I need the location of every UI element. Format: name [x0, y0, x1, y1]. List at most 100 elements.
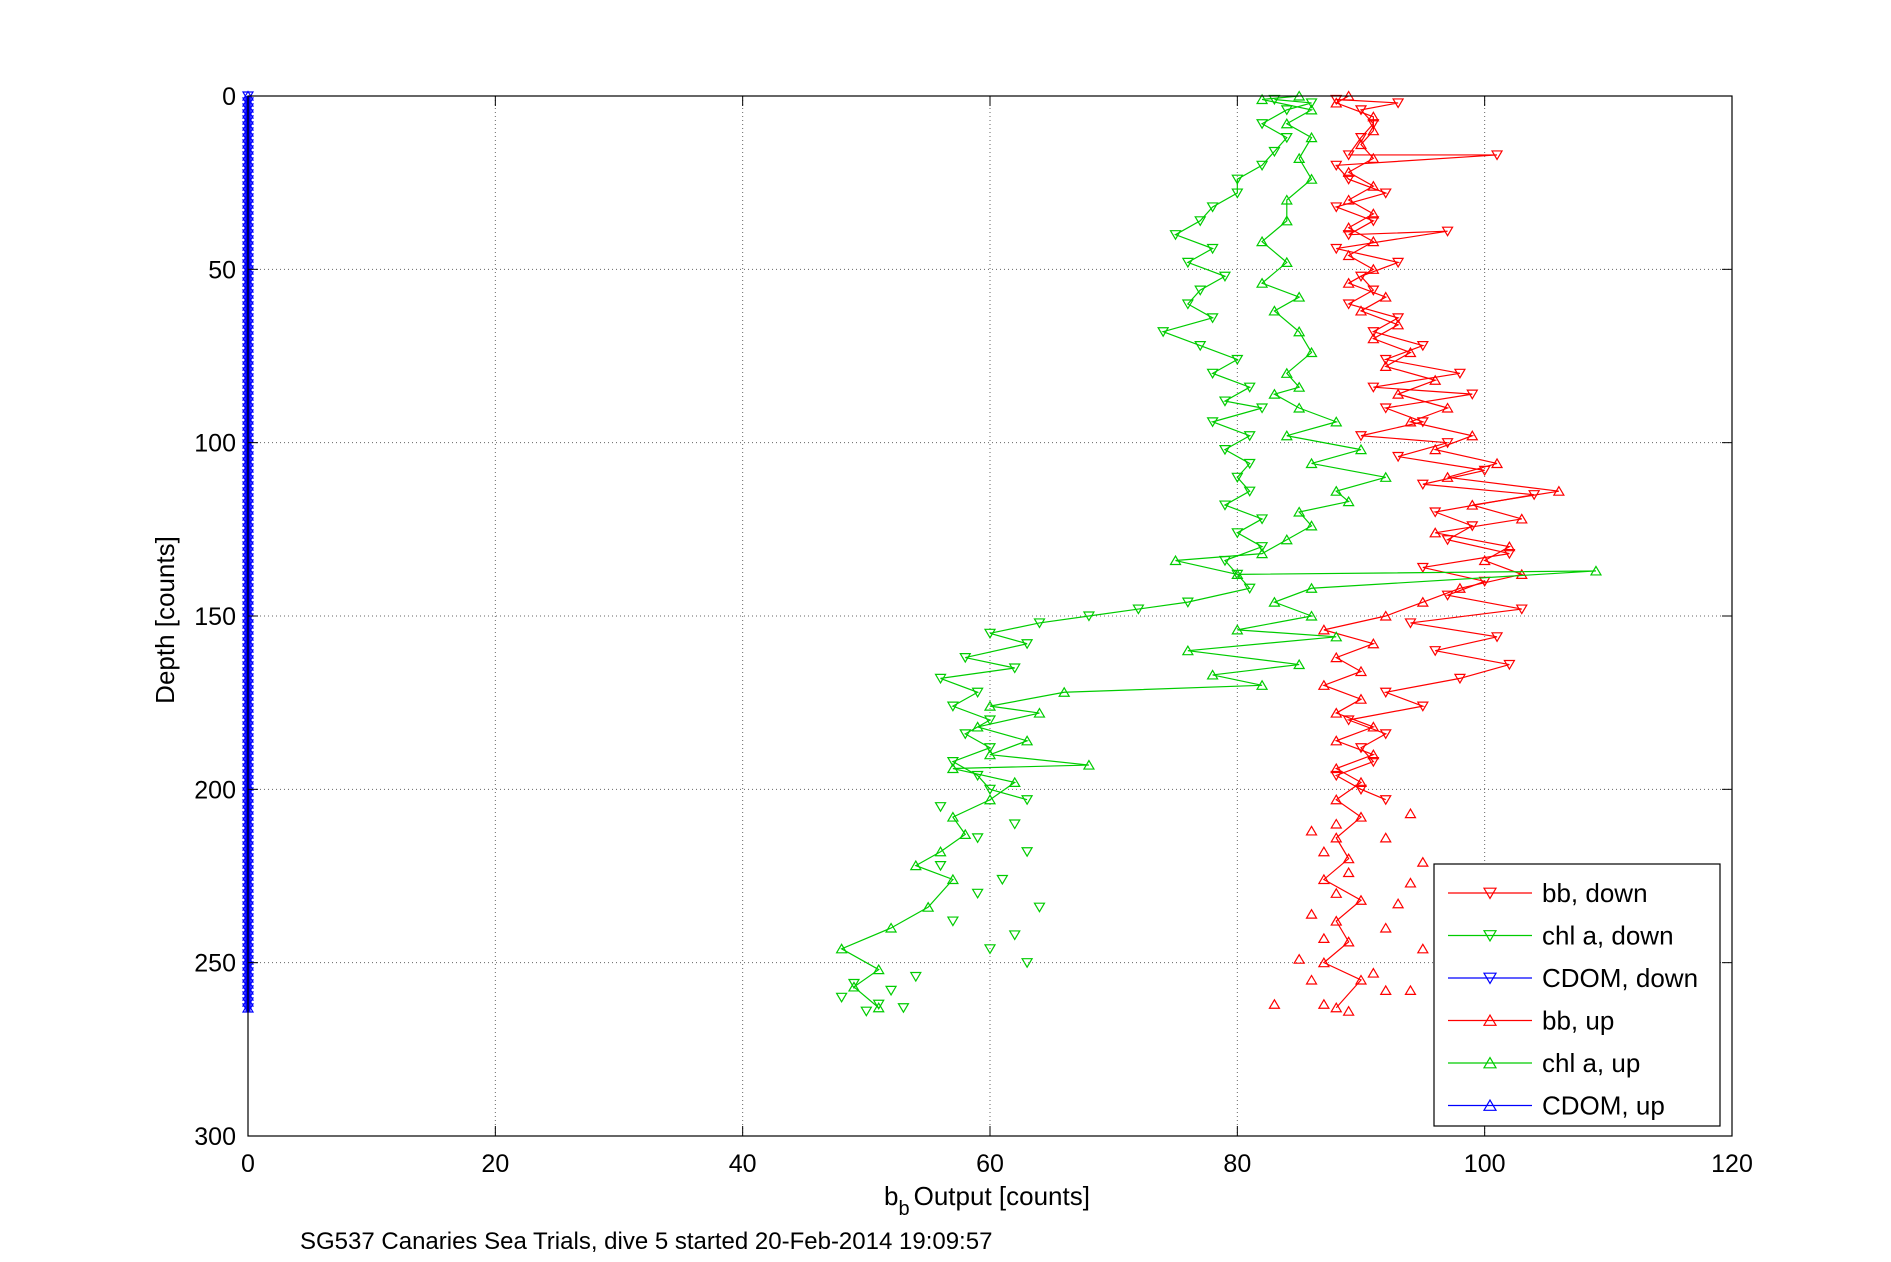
y-tick-label: 0: [222, 83, 236, 111]
legend-marker: [1482, 930, 1498, 943]
x-axis-label-subscript: b: [899, 1198, 910, 1220]
data-point: [1429, 443, 1442, 455]
data-point: [909, 859, 922, 871]
data-point: [1330, 651, 1343, 663]
data-point: [959, 828, 972, 840]
data-point: [934, 673, 947, 685]
y-axis-label: Depth [counts]: [150, 536, 180, 704]
data-point: [1293, 291, 1306, 302]
data-point: [847, 981, 861, 992]
data-point: [971, 833, 984, 844]
data-point: [1379, 795, 1392, 806]
data-point: [1206, 313, 1219, 324]
data-point: [1466, 389, 1479, 400]
data-point: [1330, 818, 1343, 829]
data-point: [1367, 327, 1380, 338]
series-group: [1317, 90, 1565, 1013]
data-point: [1256, 160, 1269, 172]
data-point: [983, 784, 997, 796]
data-point: [1280, 118, 1293, 129]
data-point: [1293, 658, 1306, 670]
legend-box: [1433, 863, 1721, 1127]
data-point: [1342, 852, 1355, 864]
data-point: [1231, 528, 1244, 539]
data-point: [1293, 402, 1306, 413]
x-tick-label: 120: [1711, 1150, 1753, 1178]
data-point: [1330, 794, 1343, 805]
y-tick-label: 100: [194, 430, 236, 458]
data-point: [1021, 958, 1034, 969]
data-point: [1194, 341, 1207, 352]
data-point: [1293, 326, 1306, 337]
data-point: [1033, 618, 1046, 629]
data-point: [897, 1003, 910, 1014]
data-point: [885, 922, 898, 933]
data-point: [1367, 756, 1380, 768]
data-point: [1268, 146, 1281, 158]
data-point: [1280, 105, 1293, 116]
data-point: [959, 652, 972, 664]
legend-label: CDOM, down: [1542, 963, 1698, 993]
data-point: [1429, 374, 1442, 385]
data-point: [1305, 104, 1318, 115]
data-point: [946, 701, 959, 712]
legend-marker: [1482, 1056, 1498, 1069]
data-point: [1416, 701, 1429, 712]
data-point: [971, 770, 984, 782]
data-point: [1008, 663, 1021, 674]
data-point: [1354, 443, 1368, 455]
data-point: [1367, 382, 1380, 393]
data-point: [1330, 485, 1343, 496]
data-point: [1354, 693, 1368, 704]
data-point: [872, 1002, 885, 1013]
legend-entry: CDOM, up: [1448, 1091, 1665, 1121]
data-point: [1206, 243, 1219, 255]
data-point: [1392, 451, 1405, 463]
data-point: [1256, 514, 1269, 525]
data-point: [971, 888, 984, 900]
data-point: [1342, 174, 1355, 185]
data-point: [1342, 194, 1355, 205]
legend-marker: [1482, 1098, 1498, 1111]
data-point: [1082, 611, 1095, 622]
data-point: [860, 1006, 873, 1017]
data-point: [1490, 457, 1504, 469]
data-point: [1453, 673, 1466, 685]
data-point: [1354, 811, 1368, 822]
data-point: [1330, 915, 1343, 926]
data-point: [1243, 486, 1256, 497]
data-point: [1367, 152, 1380, 163]
data-point: [1268, 596, 1281, 607]
data-point: [1206, 368, 1219, 380]
data-point: [1305, 974, 1318, 985]
data-point: [1367, 748, 1380, 760]
data-point: [1379, 188, 1392, 199]
data-point: [1206, 669, 1219, 680]
data-point: [1404, 807, 1417, 819]
data-point: [1206, 202, 1219, 213]
data-point: [1330, 416, 1343, 427]
data-point: [1305, 825, 1318, 836]
data-point: [983, 715, 997, 726]
data-point: [1256, 235, 1269, 247]
data-point: [983, 628, 997, 640]
series-group: [934, 94, 1318, 806]
data-point: [1379, 360, 1392, 371]
data-point: [1008, 930, 1021, 941]
data-point: [1503, 659, 1516, 671]
data-point: [959, 729, 972, 740]
data-point: [1231, 624, 1244, 635]
data-point: [1082, 759, 1095, 770]
data-point: [1354, 431, 1368, 442]
data-point: [1317, 932, 1330, 944]
legend-label: chl a, up: [1542, 1048, 1640, 1078]
data-point: [1181, 597, 1194, 608]
data-point: [983, 944, 997, 955]
data-point: [1231, 188, 1244, 199]
data-point: [1367, 235, 1380, 247]
data-point: [1441, 590, 1454, 601]
data-point: [1317, 846, 1330, 857]
data-point: [1058, 686, 1071, 697]
data-point: [1293, 381, 1306, 392]
